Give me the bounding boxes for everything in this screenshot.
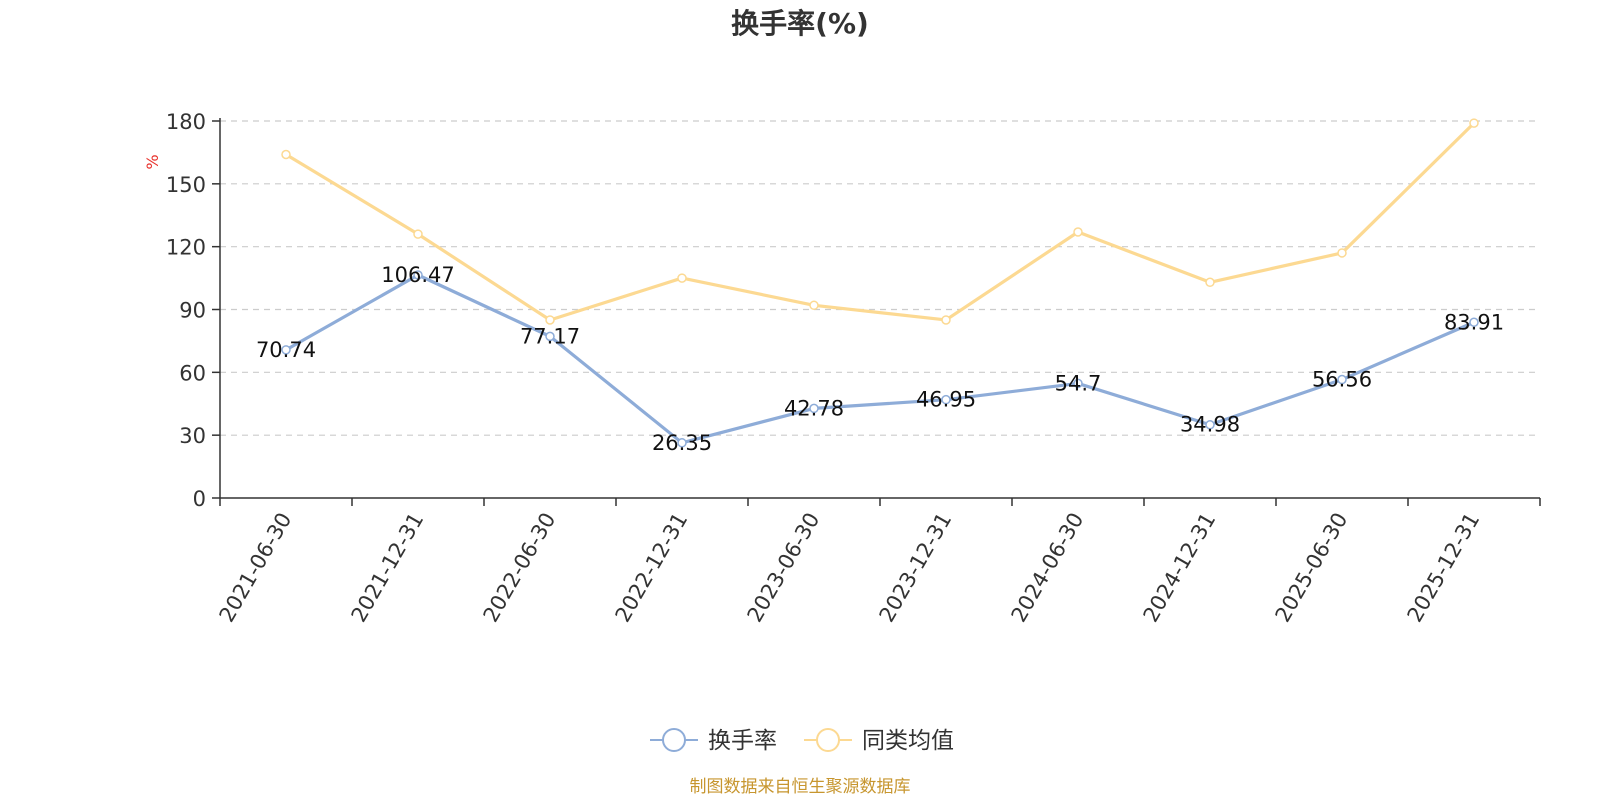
series-1-point[interactable] — [545, 331, 555, 342]
series-1-point[interactable] — [281, 345, 291, 355]
data-label: 56.56 — [1312, 368, 1372, 392]
series-2-point[interactable] — [1337, 248, 1347, 258]
series-1-point[interactable] — [1073, 378, 1083, 389]
series-2-point[interactable] — [545, 315, 555, 325]
y-tick-label: 0 — [193, 487, 206, 511]
data-label: 106.47 — [381, 263, 454, 287]
x-tick-label: 2021-06-30 — [215, 509, 297, 627]
y-tick-label: 150 — [166, 173, 206, 197]
x-tick-label: 2022-12-31 — [611, 509, 693, 627]
y-tick-label: 60 — [179, 361, 206, 385]
series-2-point[interactable] — [281, 149, 291, 160]
legend-series1-marker — [662, 728, 686, 752]
x-tick-label: 2023-12-31 — [875, 509, 957, 627]
series-2-point[interactable] — [413, 229, 423, 239]
series-1-point[interactable] — [677, 438, 687, 448]
data-source-note: 制图数据来自恒生聚源数据库 — [690, 777, 911, 797]
series-2-point[interactable] — [677, 273, 687, 283]
data-label: 34.98 — [1180, 413, 1240, 437]
y-axis-unit: % — [143, 154, 162, 169]
series-1-point[interactable] — [941, 394, 951, 405]
series-1-point[interactable] — [1337, 374, 1347, 385]
legend-series1-label: 换手率 — [708, 728, 777, 754]
data-label: 54.7 — [1055, 371, 1102, 395]
series-1-line — [285, 273, 1475, 445]
legend-series2-label: 同类均值 — [862, 728, 954, 754]
legend: 换手率 同类均值 — [650, 728, 954, 754]
data-label: 77.17 — [520, 324, 580, 348]
series-1-point[interactable] — [809, 403, 819, 414]
data-labels: 70.74 106.47 77.17 26.35 42.78 46.95 54.7 34.98… — [256, 263, 1504, 455]
series-1-point[interactable] — [1205, 419, 1215, 430]
series-2-point[interactable] — [941, 315, 951, 325]
x-tick-label: 2025-06-30 — [1271, 509, 1353, 627]
x-tick-label: 2022-06-30 — [479, 509, 561, 627]
legend-item-series1[interactable]: 换手率 — [650, 728, 777, 754]
series-1-point[interactable] — [1469, 317, 1479, 328]
legend-series2-marker — [816, 728, 840, 752]
x-tick-label: 2023-06-30 — [743, 509, 825, 627]
chart-title: 换手率(%) — [731, 7, 869, 40]
data-label: 46.95 — [916, 388, 976, 412]
data-label: 42.78 — [784, 396, 844, 420]
x-tick-label: 2024-06-30 — [1007, 509, 1089, 627]
series-2-line — [285, 121, 1476, 322]
x-tick-label: 2021-12-31 — [347, 509, 429, 627]
series-2-point[interactable] — [1073, 227, 1083, 237]
series-lines — [281, 118, 1479, 448]
y-tick-label: 90 — [179, 299, 206, 323]
series-2-point[interactable] — [1469, 118, 1479, 128]
y-tick-label: 180 — [166, 110, 206, 134]
series-2-point[interactable] — [809, 300, 819, 311]
data-label: 70.74 — [256, 338, 316, 362]
data-label: 26.35 — [652, 431, 712, 455]
legend-item-series2[interactable]: 同类均值 — [804, 728, 954, 754]
x-tick-label: 2025-12-31 — [1403, 509, 1485, 627]
data-label: 83.91 — [1444, 310, 1504, 334]
y-tick-label: 120 — [166, 236, 206, 260]
y-tick-label: 30 — [179, 424, 206, 448]
series-2-point[interactable] — [1205, 277, 1215, 288]
series-1-point[interactable] — [413, 270, 423, 280]
x-tick-label: 2024-12-31 — [1139, 509, 1221, 627]
